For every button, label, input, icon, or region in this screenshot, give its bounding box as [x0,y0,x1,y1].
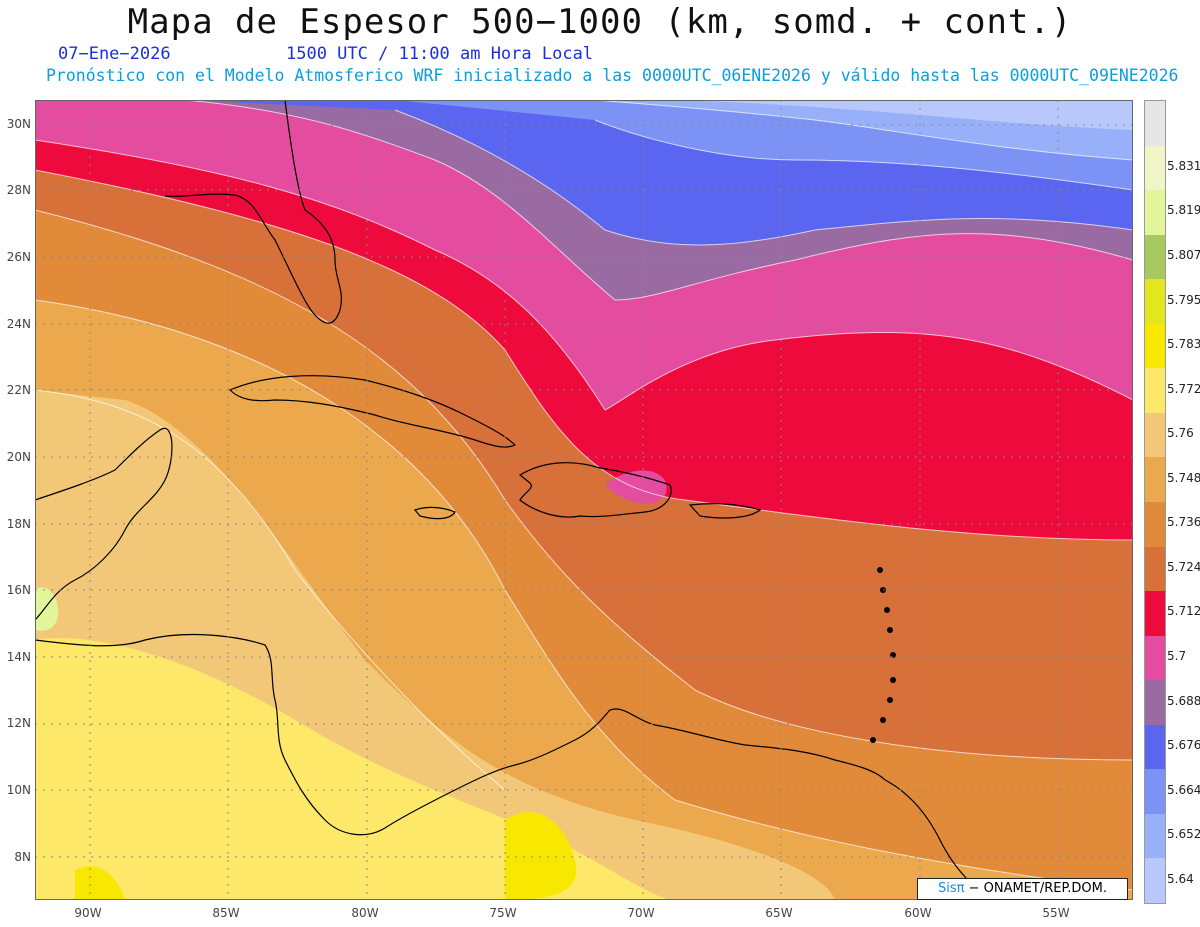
model-description: Pronóstico con el Modelo Atmosferico WRF… [46,66,1179,85]
colorbar-cell [1145,769,1165,815]
colorbar-label: 5.783 [1167,337,1200,352]
colorbar-cell [1145,279,1165,325]
lat-label: 16N [6,583,31,597]
colorbar-label: 5.712 [1167,604,1200,619]
colorbar-label: 5.807 [1167,247,1200,262]
lat-label: 24N [6,317,31,331]
lat-label: 28N [6,183,31,197]
credit-box: Sisπ − ONAMET/REP.DOM. [917,878,1128,900]
colorbar-label: 5.664 [1167,782,1200,797]
lon-label: 55W [1042,906,1070,920]
colorbar-label: 5.748 [1167,470,1200,485]
colorbar-label: 5.831 [1167,158,1200,173]
lat-label: 22N [6,383,31,397]
hispaniola-coast [518,462,672,518]
colorbar-cell [1145,635,1165,681]
lat-label: 10N [6,783,31,797]
colorbar-cell [1145,190,1165,236]
yucatan-coast [35,427,173,621]
lat-label: 26N [6,250,31,264]
thickness-map [35,100,1133,900]
lesser-antilles [870,567,896,743]
contour-line-5700 [35,139,1133,411]
forecast-time: 1500 UTC / 11:00 am Hora Local [286,44,594,64]
lat-label: 20N [6,450,31,464]
thickness-band-5772-west [75,866,125,900]
contour-line-5688 [184,100,1133,301]
colorbar-cell [1145,368,1165,414]
colorbar-cell [1145,457,1165,503]
lon-label: 80W [351,906,379,920]
jamaica-coast [413,506,456,520]
lat-label: 14N [6,650,31,664]
contour-line-5712 [35,169,1133,541]
graticule [35,100,1133,900]
lon-label: 90W [74,906,102,920]
lon-label: 85W [212,906,240,920]
florida-coast [164,100,342,324]
colorbar [1144,100,1166,904]
coastlines [35,100,996,900]
colorbar-cell [1145,412,1165,458]
colorbar-cell [1145,591,1165,637]
contour-line-5652 [594,100,1133,161]
puerto-rico-coast [688,503,762,519]
map-frame [35,100,1133,900]
colorbar-label: 5.688 [1167,693,1200,708]
credit-text: − ONAMET/REP.DOM. [964,881,1107,896]
contour-line-5676 [394,109,1133,246]
colorbar-label: 5.819 [1167,203,1200,218]
colorbar-label: 5.76 [1167,426,1194,441]
colorbar-cell [1145,546,1165,592]
contour-line-5736 [35,299,1133,891]
thickness-band-5628 [635,100,1133,130]
colorbar-cell [1145,234,1165,280]
colorbar-cell [1145,858,1165,904]
colorbar-cell [1145,145,1165,191]
credit-brand: Sisπ [937,881,965,896]
colorbar-label: 5.795 [1167,292,1200,307]
colorbar-cell [1145,813,1165,859]
contour-line-5724 [35,209,1133,761]
lat-label: 12N [6,716,31,730]
contour-line-5664 [594,119,1133,191]
colorbar-cell [1145,101,1165,147]
colorbar-label: 5.736 [1167,515,1200,530]
colorbar-cell [1145,502,1165,548]
warm-tongue [930,430,987,516]
lon-label: 75W [489,906,517,920]
lon-label: 65W [765,906,793,920]
central-america-coast [35,633,886,836]
colorbar-cell [1145,724,1165,770]
colorbar-label: 5.772 [1167,381,1200,396]
contour-line-5748 [35,389,506,791]
lat-label: 30N [6,117,31,131]
colorbar-label: 5.724 [1167,559,1200,574]
lon-label: 70W [627,906,655,920]
lon-label: 60W [904,906,932,920]
thickness-band-5772 [505,812,577,900]
lat-label: 18N [6,517,31,531]
colorbar-label: 5.652 [1167,827,1200,842]
lat-label: 8N [14,850,31,864]
forecast-date: 07−Ene−2026 [58,44,171,64]
colorbar-label: 5.7 [1167,648,1187,663]
map-title: Mapa de Espesor 500−1000 (km, somd. + co… [127,2,1073,42]
colorbar-cell [1145,323,1165,369]
cuba-coast [228,375,517,448]
colorbar-label: 5.64 [1167,871,1194,886]
colorbar-label: 5.676 [1167,738,1200,753]
colorbar-cell [1145,680,1165,726]
map-canvas [35,100,1133,900]
